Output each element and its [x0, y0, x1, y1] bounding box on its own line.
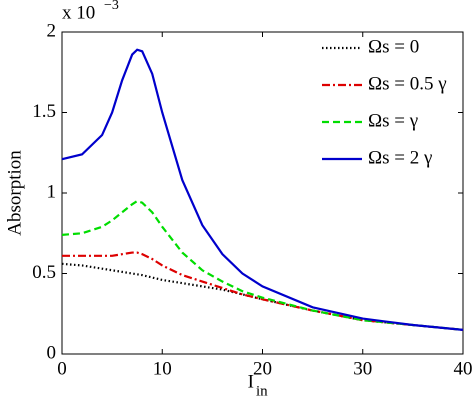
y-tick-label: 2 — [47, 20, 57, 41]
series-line — [61, 199, 464, 331]
legend-label: Ωs = 0 — [368, 36, 419, 57]
x-tick-label: 10 — [153, 358, 172, 379]
x-axis-label-subscript: in — [256, 383, 268, 399]
x-tick-label: 20 — [253, 358, 272, 379]
legend-label: Ωs = γ — [368, 110, 418, 131]
y-tick-label: 1 — [47, 181, 57, 202]
y-scale-label: x 10 — [62, 2, 95, 23]
y-tick-label: 0 — [47, 342, 57, 363]
y-axis-label: Absorption — [4, 150, 25, 236]
x-axis-label: I — [248, 371, 254, 392]
series-line — [62, 251, 464, 331]
series-line — [61, 48, 464, 331]
legend-label: Ωs = 0.5 γ — [368, 73, 447, 94]
x-tick-label: 0 — [57, 358, 67, 379]
x-tick-label: 40 — [454, 358, 473, 379]
y-tick-label: 0.5 — [32, 262, 56, 283]
y-tick-label: 1.5 — [32, 101, 56, 122]
legend-label: Ωs = 2 γ — [368, 147, 432, 168]
x-tick-label: 30 — [353, 358, 372, 379]
y-scale-exponent: −3 — [104, 0, 119, 13]
